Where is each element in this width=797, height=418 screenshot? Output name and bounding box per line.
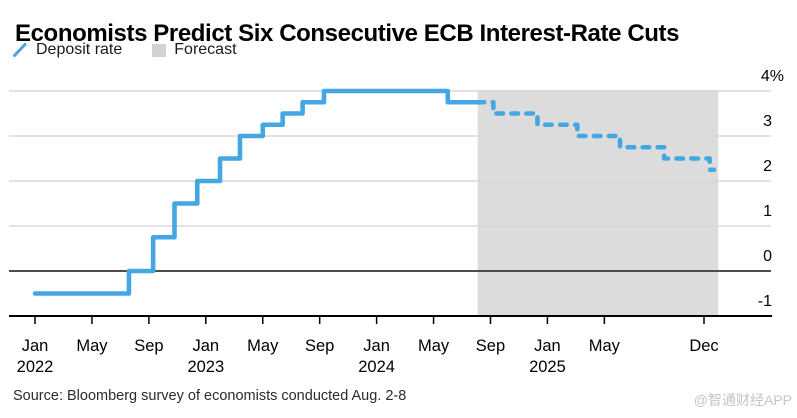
x-tick-label: May — [418, 337, 450, 355]
legend-label-forecast: Forecast — [174, 41, 237, 58]
y-tick-label: 3 — [763, 113, 772, 130]
x-tick-year: 2022 — [17, 358, 54, 376]
watermark: @智通财经APP — [693, 392, 792, 408]
page-title: Economists Predict Six Consecutive ECB I… — [15, 20, 680, 48]
x-tick-label: Sep — [305, 337, 334, 355]
y-tick-label: 1 — [763, 203, 772, 220]
x-tick-label: May — [589, 337, 621, 355]
source-note: Source: Bloomberg survey of economists c… — [13, 388, 407, 404]
x-tick-label: Jan — [363, 337, 390, 355]
deposit-rate-line-icon — [13, 43, 27, 57]
forecast-line — [475, 99, 717, 173]
y-tick-label: 4% — [761, 68, 784, 85]
x-tick-label: Jan — [534, 337, 561, 355]
legend: Deposit rate Forecast — [12, 41, 237, 59]
deposit-rate-line — [32, 88, 480, 296]
legend-item-forecast: Forecast — [152, 41, 237, 59]
x-tick-year: 2024 — [358, 358, 395, 376]
y-tick-label: 2 — [763, 158, 772, 175]
forecast-swatch-icon — [152, 43, 167, 57]
legend-label-deposit-rate: Deposit rate — [36, 41, 123, 58]
x-tick-label: Jan — [193, 337, 220, 355]
x-tick-label: Dec — [689, 337, 718, 355]
x-tick-label: May — [76, 337, 108, 355]
legend-item-deposit-rate: Deposit rate — [12, 41, 122, 59]
x-tick-label: Sep — [134, 337, 163, 355]
x-tick-year: 2023 — [187, 358, 224, 376]
x-tick-year: 2025 — [529, 358, 566, 376]
x-tick-label: Sep — [476, 337, 505, 355]
x-tick-label: May — [247, 337, 279, 355]
y-axis: 4% 3 2 1 0 -1 — [9, 68, 784, 310]
x-axis: Jan 2022 May Sep Jan 2023 May Sep Jan 2024 May Sep J… — [9, 315, 772, 376]
y-tick-label: -1 — [758, 293, 772, 310]
x-tick-label: Jan — [22, 337, 49, 355]
forecast-band — [477, 90, 719, 316]
y-tick-label: 0 — [763, 248, 772, 265]
